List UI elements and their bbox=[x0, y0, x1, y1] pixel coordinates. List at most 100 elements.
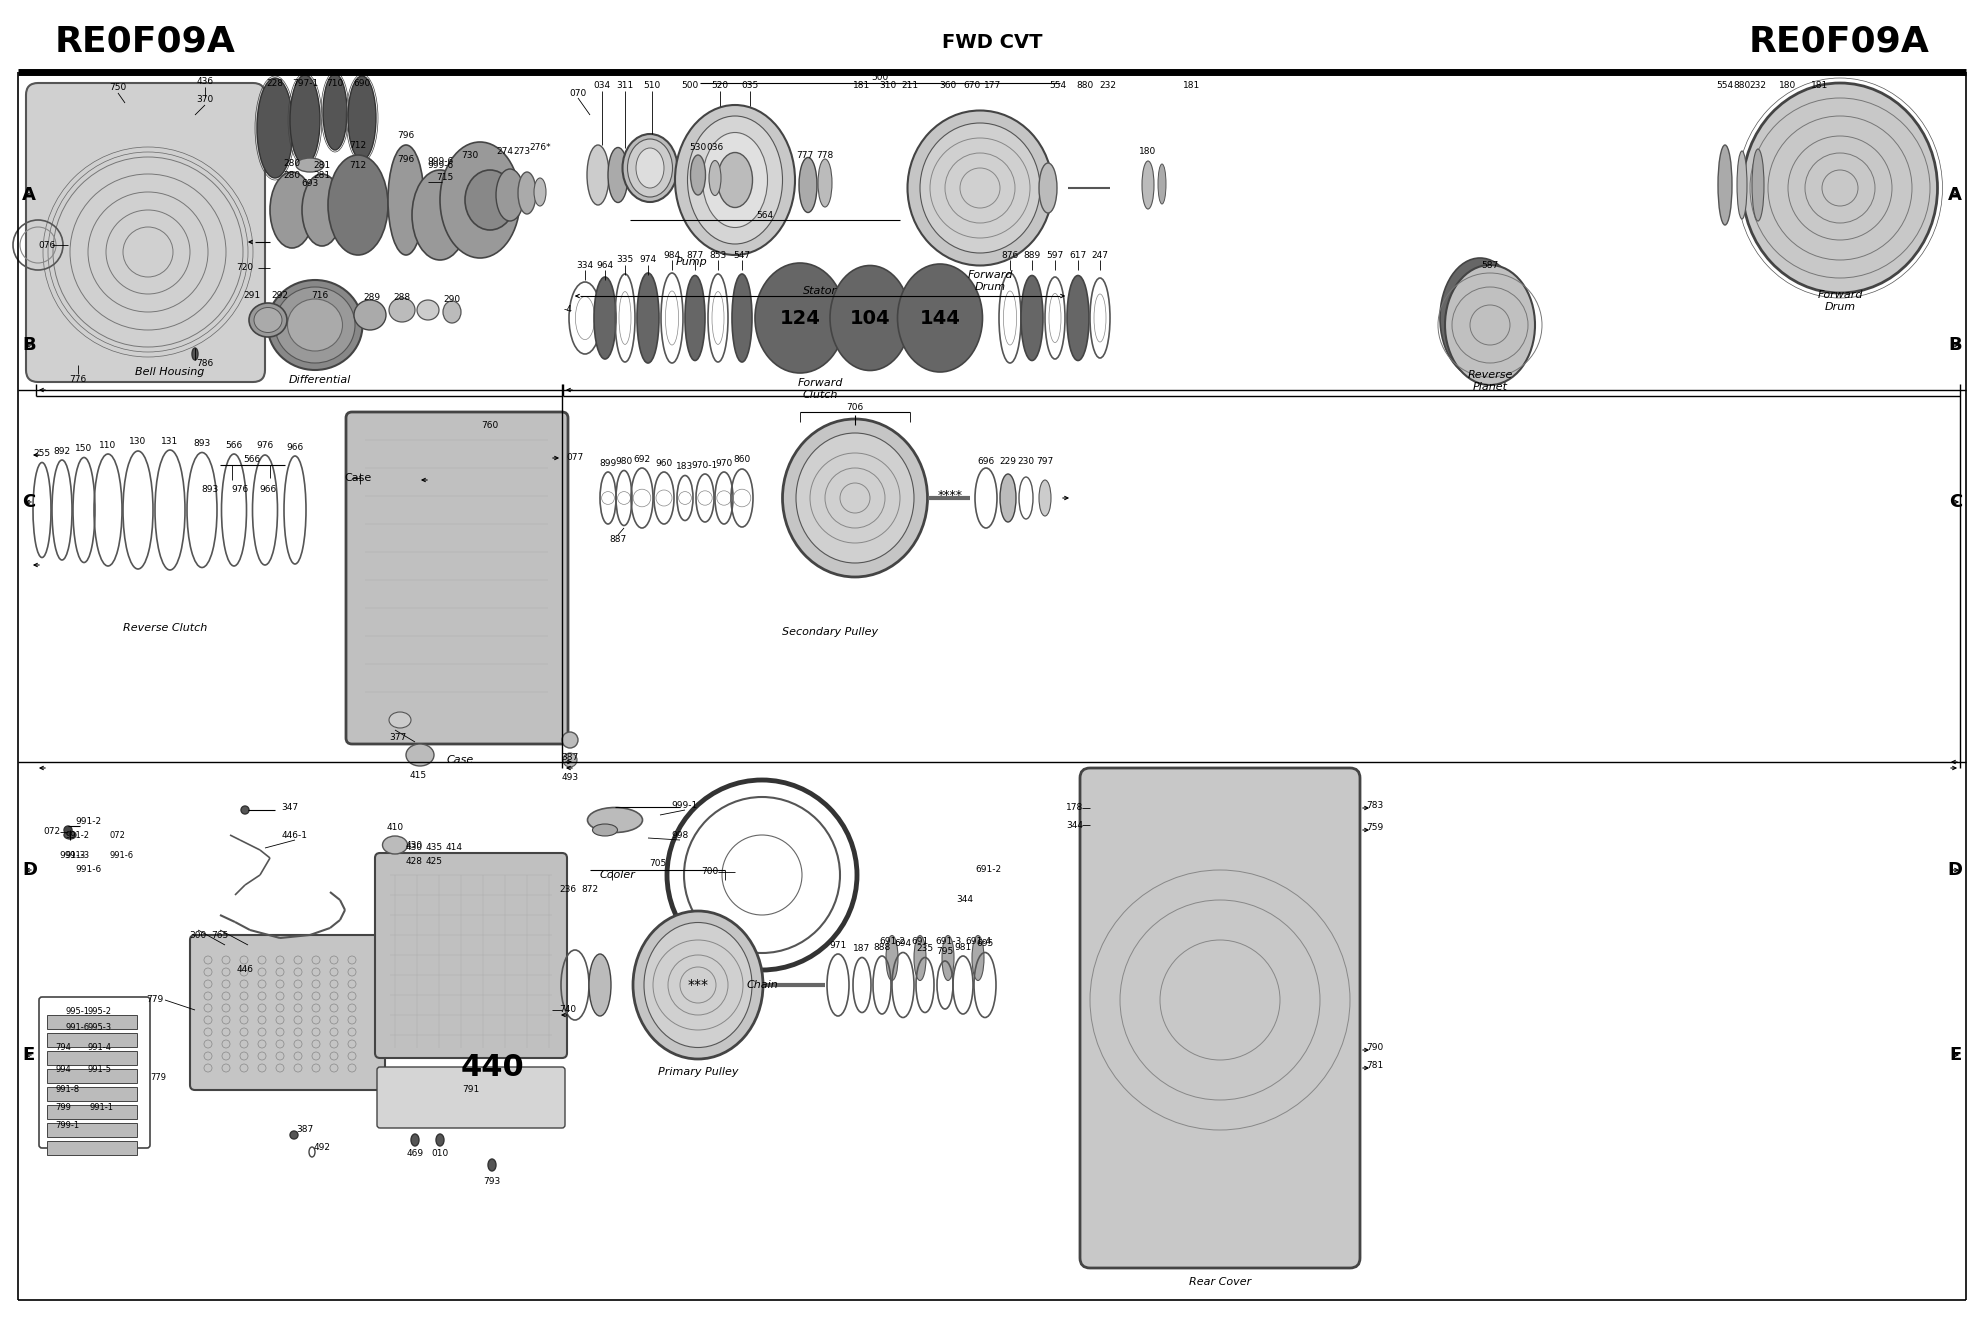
Ellipse shape bbox=[192, 348, 198, 360]
Text: 760: 760 bbox=[482, 421, 498, 430]
Text: 793: 793 bbox=[484, 1177, 500, 1187]
Text: 691-4: 691-4 bbox=[964, 938, 992, 946]
Text: 311: 311 bbox=[617, 82, 633, 90]
Text: 180: 180 bbox=[1139, 147, 1157, 156]
Ellipse shape bbox=[684, 275, 704, 360]
Ellipse shape bbox=[1040, 163, 1057, 213]
Ellipse shape bbox=[327, 155, 389, 255]
Text: 877: 877 bbox=[686, 250, 704, 259]
Ellipse shape bbox=[1022, 275, 1044, 360]
Ellipse shape bbox=[323, 74, 347, 149]
Text: 892: 892 bbox=[54, 446, 71, 455]
Text: 247: 247 bbox=[1091, 250, 1109, 259]
Text: 880: 880 bbox=[1077, 82, 1093, 90]
Text: 796: 796 bbox=[397, 131, 415, 140]
Ellipse shape bbox=[675, 105, 796, 255]
Ellipse shape bbox=[407, 744, 434, 766]
Text: Reverse Clutch: Reverse Clutch bbox=[123, 623, 206, 632]
Text: 010: 010 bbox=[431, 1148, 448, 1158]
Text: 765: 765 bbox=[212, 930, 228, 939]
Text: 144: 144 bbox=[919, 308, 960, 328]
Text: 715: 715 bbox=[436, 173, 454, 183]
Text: Reverse
Planet: Reverse Planet bbox=[1468, 370, 1512, 392]
Text: 288: 288 bbox=[393, 294, 411, 303]
Text: 899: 899 bbox=[599, 459, 617, 467]
Ellipse shape bbox=[411, 1134, 419, 1146]
Text: 547: 547 bbox=[734, 250, 750, 259]
Text: 796: 796 bbox=[397, 156, 415, 164]
Ellipse shape bbox=[254, 307, 282, 332]
Ellipse shape bbox=[518, 172, 536, 214]
Text: 893: 893 bbox=[192, 439, 210, 448]
Text: 500: 500 bbox=[681, 82, 698, 90]
Text: 430: 430 bbox=[405, 840, 423, 849]
Text: 970-1: 970-1 bbox=[692, 460, 718, 470]
Text: 794: 794 bbox=[56, 1044, 71, 1053]
Text: 995-3: 995-3 bbox=[87, 1024, 113, 1032]
Ellipse shape bbox=[440, 142, 520, 258]
Text: 255: 255 bbox=[34, 448, 50, 458]
Text: 344: 344 bbox=[1067, 820, 1083, 830]
Text: 991-8: 991-8 bbox=[56, 1085, 79, 1094]
Text: 692: 692 bbox=[633, 455, 651, 463]
Text: 999-1: 999-1 bbox=[673, 800, 698, 810]
Text: -4: -4 bbox=[563, 306, 573, 315]
Text: 889: 889 bbox=[1024, 250, 1042, 259]
Text: 181: 181 bbox=[853, 82, 871, 90]
Text: 799-1: 799-1 bbox=[56, 1121, 79, 1130]
Text: 130: 130 bbox=[129, 438, 147, 446]
Text: 706: 706 bbox=[847, 404, 863, 413]
Bar bbox=[48, 1015, 137, 1029]
Text: 691-2: 691-2 bbox=[974, 865, 1002, 875]
Text: 414: 414 bbox=[446, 844, 462, 852]
Ellipse shape bbox=[623, 134, 677, 202]
Text: 377: 377 bbox=[389, 733, 407, 742]
Text: ***: *** bbox=[688, 978, 708, 992]
Text: 795: 795 bbox=[936, 947, 954, 957]
Text: Stator: Stator bbox=[804, 286, 837, 296]
Ellipse shape bbox=[688, 116, 782, 243]
Ellipse shape bbox=[436, 1134, 444, 1146]
Ellipse shape bbox=[442, 302, 460, 323]
Text: Forward
Drum: Forward Drum bbox=[1817, 290, 1863, 312]
Text: 974: 974 bbox=[639, 255, 657, 265]
Text: 181: 181 bbox=[1811, 82, 1829, 90]
Text: 712: 712 bbox=[349, 160, 367, 169]
Text: 670: 670 bbox=[964, 82, 980, 90]
Ellipse shape bbox=[1067, 275, 1089, 360]
Text: 994: 994 bbox=[56, 1065, 71, 1074]
Text: Differential: Differential bbox=[290, 374, 351, 385]
Text: 991-2: 991-2 bbox=[65, 831, 89, 840]
Text: 035: 035 bbox=[742, 82, 758, 90]
Bar bbox=[48, 1050, 137, 1065]
FancyBboxPatch shape bbox=[26, 83, 266, 382]
Text: 564: 564 bbox=[756, 210, 774, 220]
Text: 430: 430 bbox=[405, 844, 423, 852]
Ellipse shape bbox=[887, 935, 899, 980]
Bar bbox=[48, 1033, 137, 1046]
Ellipse shape bbox=[633, 912, 764, 1058]
Text: RE0F09A: RE0F09A bbox=[56, 25, 236, 60]
Text: 235: 235 bbox=[917, 945, 934, 953]
Text: 232: 232 bbox=[1750, 82, 1766, 90]
Ellipse shape bbox=[563, 753, 577, 767]
Text: 177: 177 bbox=[984, 82, 1002, 90]
Ellipse shape bbox=[383, 836, 407, 855]
FancyBboxPatch shape bbox=[377, 1068, 565, 1129]
Text: 181: 181 bbox=[1182, 82, 1200, 90]
Text: 387: 387 bbox=[296, 1126, 313, 1135]
Text: 778: 778 bbox=[815, 151, 833, 160]
Text: 991-3: 991-3 bbox=[65, 851, 89, 860]
Text: 230: 230 bbox=[1018, 458, 1034, 467]
Bar bbox=[48, 1105, 137, 1119]
Text: 779: 779 bbox=[151, 1073, 167, 1082]
Text: Bell Housing: Bell Housing bbox=[135, 366, 204, 377]
Ellipse shape bbox=[464, 169, 516, 230]
Ellipse shape bbox=[250, 303, 288, 337]
Ellipse shape bbox=[1444, 265, 1536, 385]
Text: 991-6: 991-6 bbox=[65, 1024, 89, 1032]
Text: 872: 872 bbox=[581, 885, 599, 894]
Text: A: A bbox=[1948, 187, 1962, 204]
Text: 229: 229 bbox=[1000, 458, 1016, 467]
Text: 887: 887 bbox=[609, 536, 627, 545]
